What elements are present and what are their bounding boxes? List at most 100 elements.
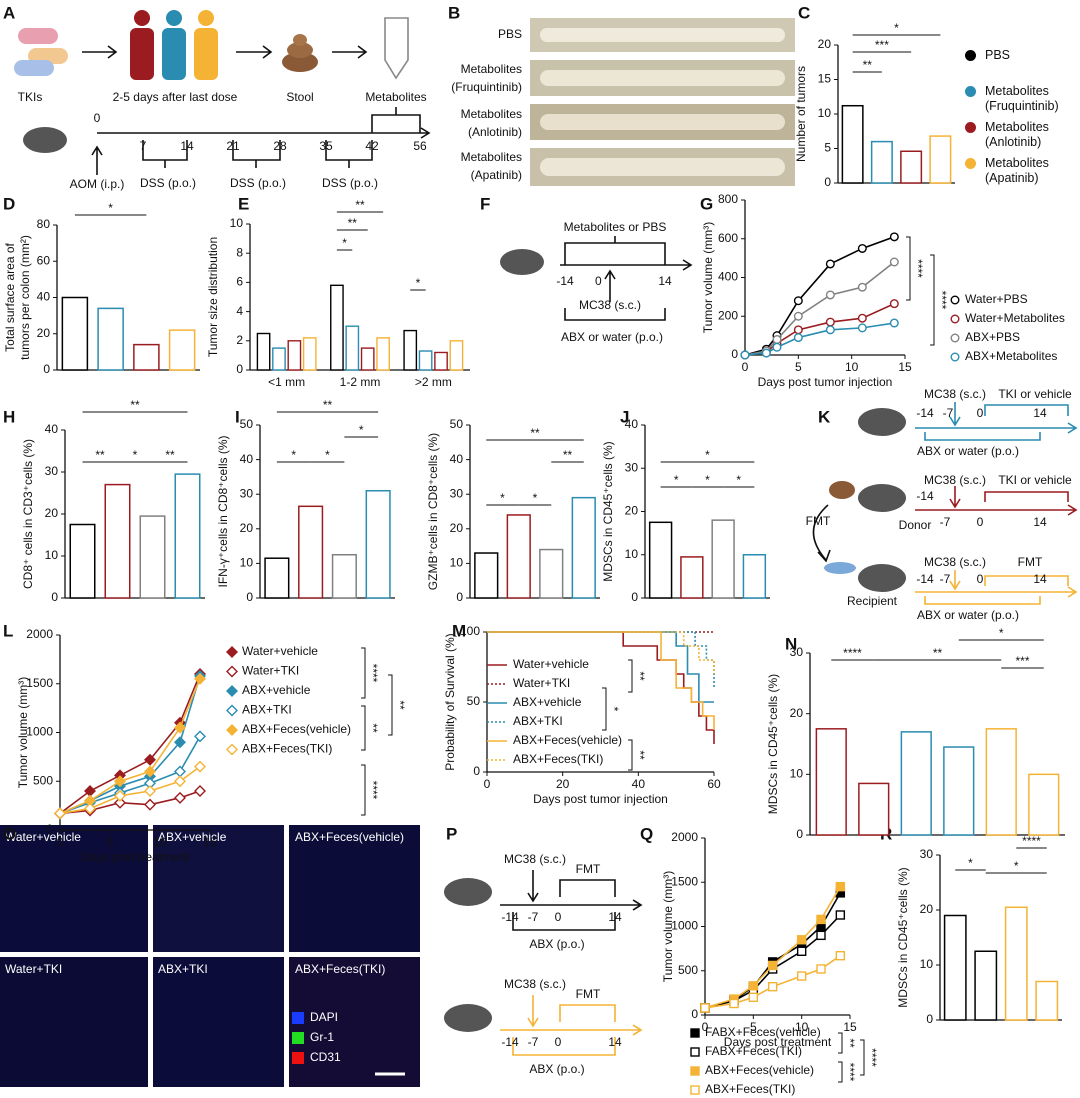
y-tick-label: 40	[450, 452, 464, 466]
label: DSS (p.o.)	[322, 176, 378, 190]
marker	[857, 282, 867, 292]
legend-swatch	[292, 1032, 304, 1044]
label: 2-5 days after last dose	[113, 90, 238, 104]
bar	[711, 519, 735, 599]
colon	[540, 158, 785, 176]
legend-label: ABX+Feces(vehicle)	[513, 733, 622, 747]
bar	[97, 307, 124, 371]
legend-label: ABX+PBS	[965, 330, 1020, 344]
marker	[174, 775, 186, 788]
marker	[226, 665, 238, 678]
y-tick-label: 0	[456, 590, 463, 604]
x-tick-label: 0	[57, 835, 64, 849]
bar	[174, 473, 201, 599]
y-tick-label: 200	[718, 308, 738, 322]
sig-label: ****	[366, 781, 380, 800]
y-axis-label: MDSCs in CD45⁺cells (%)	[766, 674, 780, 814]
legend-label: DAPI	[310, 1010, 338, 1024]
label: TKI or vehicle	[998, 473, 1072, 487]
arrow	[91, 145, 103, 175]
sig-bracket	[628, 659, 633, 693]
x-tick-label: 40	[632, 777, 646, 791]
panel-p: MC38 (s.c.) FMT -14 -7 0 14 ABX (p.o.) M…	[444, 852, 643, 1076]
y-axis-label: Total surface area of	[3, 242, 17, 351]
tick: -14	[916, 406, 934, 420]
marker	[144, 798, 156, 811]
marker	[700, 1003, 710, 1013]
legend-label: ABX+Metabolites	[965, 349, 1057, 363]
label: Metabolites	[365, 90, 426, 104]
label: Stool	[286, 90, 313, 104]
legend-swatch	[965, 50, 976, 61]
marker	[772, 342, 782, 352]
label: Metabolites	[461, 107, 522, 121]
x-tick-label: 60	[707, 777, 721, 791]
y-tick-label: 1500	[671, 874, 698, 888]
label: Metabolites	[461, 150, 522, 164]
sig-label: **	[863, 58, 873, 72]
sig-label: *	[533, 491, 538, 505]
y-tick-label: 1000	[26, 725, 53, 739]
line	[59, 673, 201, 815]
sig-label: **	[633, 671, 647, 681]
bar	[449, 340, 464, 371]
bar	[985, 728, 1017, 836]
bar	[539, 548, 564, 599]
legend-label: Metabolites (Fruquintinib)	[985, 84, 1059, 113]
bar	[943, 746, 975, 836]
x-tick-label: 20	[556, 777, 570, 791]
x-tick-label: 5	[107, 835, 114, 849]
y-tick-label: 50	[240, 417, 254, 431]
x-tick-label: <1 mm	[268, 375, 305, 389]
x-tick-label: 0	[742, 360, 749, 374]
marker	[174, 721, 186, 734]
tick: -7	[940, 515, 951, 529]
mouse	[858, 408, 906, 436]
tick: -14	[916, 489, 934, 503]
sig-bracket	[602, 687, 607, 731]
x-tick-label: 0	[484, 777, 491, 791]
marker	[825, 259, 835, 269]
sig-label: ****	[366, 664, 380, 683]
legend-entry: Metabolites (Fruquintinib)	[965, 84, 1077, 114]
y-axis-label: Number of tumors	[794, 66, 808, 162]
panel-letter: O	[3, 824, 16, 843]
y-tick-label: 40	[45, 422, 59, 436]
sig-label: *	[342, 236, 347, 250]
marker	[761, 348, 771, 358]
label: FMT	[1018, 555, 1043, 569]
marker	[793, 296, 803, 306]
tick: 35	[319, 139, 333, 153]
marker	[144, 753, 156, 766]
y-tick-label: 0	[246, 590, 253, 604]
x-tick-label: >2 mm	[415, 375, 452, 389]
y-tick-label: 100	[460, 624, 480, 638]
sig-label: *	[291, 448, 296, 462]
legend-label: ABX+vehicle	[513, 695, 582, 709]
sig-label: **	[348, 216, 358, 230]
bar	[345, 325, 360, 371]
x-axis-label: Days post treatment	[724, 1035, 832, 1049]
line	[487, 631, 714, 703]
bar	[841, 104, 864, 184]
person	[162, 28, 186, 80]
line	[59, 736, 201, 815]
x-tick-label: 0	[702, 1020, 709, 1034]
bar	[69, 523, 96, 599]
sig-label: *	[416, 276, 421, 290]
marker	[114, 789, 126, 802]
label: MC38 (s.c.)	[504, 977, 566, 991]
y-tick-label: 40	[37, 290, 51, 304]
y-axis-label: GZMB⁺cells in CD8⁺cells (%)	[426, 433, 440, 590]
marker	[226, 646, 238, 658]
label: TKIs	[18, 90, 43, 104]
y-tick-label: 50	[450, 417, 464, 431]
bar	[870, 140, 893, 184]
sig-label: **	[933, 646, 943, 660]
panel-letter: D	[3, 194, 15, 213]
bar	[365, 489, 391, 599]
marker	[816, 914, 826, 925]
marker	[793, 311, 803, 321]
bar	[168, 329, 196, 371]
